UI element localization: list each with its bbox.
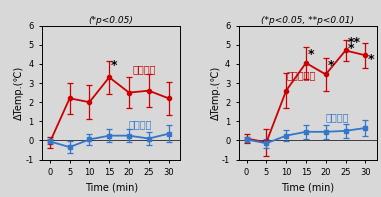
Title: (*p<0.05, **p<0.01): (*p<0.05, **p<0.01) bbox=[261, 16, 354, 25]
Text: *: * bbox=[328, 59, 334, 72]
Text: *: * bbox=[111, 59, 118, 72]
Text: **: ** bbox=[347, 36, 360, 49]
Y-axis label: ΔTemp.(℃): ΔTemp.(℃) bbox=[14, 65, 24, 120]
Text: ショウガ麦: ショウガ麦 bbox=[286, 70, 315, 80]
Text: *: * bbox=[308, 48, 314, 61]
Text: プラセボ: プラセボ bbox=[129, 119, 152, 129]
X-axis label: Time (min): Time (min) bbox=[281, 182, 335, 192]
X-axis label: Time (min): Time (min) bbox=[85, 182, 138, 192]
Y-axis label: ΔTemp.(℃): ΔTemp.(℃) bbox=[211, 65, 221, 120]
Text: *: * bbox=[367, 53, 374, 66]
Text: プラセボ: プラセボ bbox=[326, 112, 349, 123]
Text: ショウガ: ショウガ bbox=[133, 65, 157, 75]
Text: *: * bbox=[347, 42, 354, 55]
Title: (*p<0.05): (*p<0.05) bbox=[89, 16, 134, 25]
